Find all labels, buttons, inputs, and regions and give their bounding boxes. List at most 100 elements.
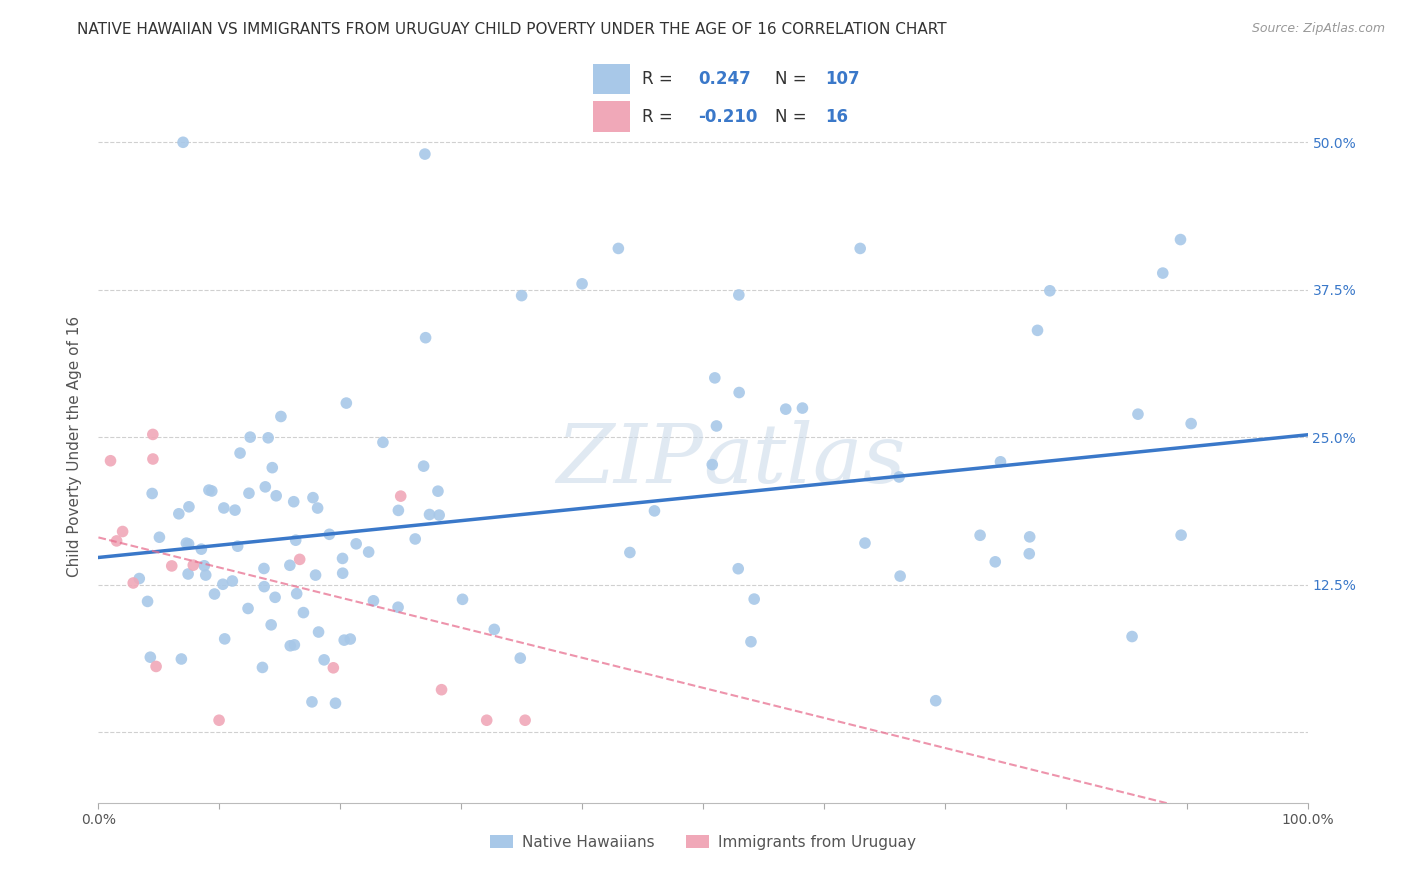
- Point: [475, 713, 498, 727]
- Point: [643, 504, 665, 518]
- Point: [619, 545, 641, 559]
- Point: [288, 552, 311, 566]
- Point: [314, 653, 336, 667]
- Point: [357, 545, 380, 559]
- Text: R =: R =: [643, 70, 673, 87]
- Point: [889, 569, 911, 583]
- Point: [264, 591, 287, 605]
- Point: [254, 480, 277, 494]
- Point: [451, 592, 474, 607]
- Text: ZIP: ZIP: [557, 420, 703, 500]
- Point: [139, 650, 162, 665]
- Point: [742, 592, 765, 607]
- Point: [387, 600, 409, 615]
- Point: [849, 242, 872, 256]
- Point: [194, 568, 217, 582]
- Point: [167, 507, 190, 521]
- Point: [307, 501, 329, 516]
- Point: [853, 536, 876, 550]
- Point: [607, 242, 630, 256]
- Point: [304, 568, 326, 582]
- Point: [484, 623, 506, 637]
- Point: [100, 454, 122, 468]
- Point: [284, 533, 307, 548]
- Point: [1170, 233, 1192, 247]
- Point: [984, 555, 1007, 569]
- Point: [1121, 630, 1143, 644]
- Point: [252, 660, 274, 674]
- Point: [270, 409, 292, 424]
- Point: [427, 508, 450, 522]
- Point: [1126, 407, 1149, 421]
- Point: [198, 483, 221, 497]
- Point: [204, 587, 226, 601]
- Point: [260, 618, 283, 632]
- Point: [236, 601, 259, 615]
- Text: Source: ZipAtlas.com: Source: ZipAtlas.com: [1251, 22, 1385, 36]
- Point: [253, 580, 276, 594]
- Point: [170, 652, 193, 666]
- Point: [257, 431, 280, 445]
- Point: [253, 561, 276, 575]
- Point: [702, 458, 724, 472]
- Point: [415, 331, 437, 345]
- Point: [172, 136, 194, 150]
- Point: [145, 659, 167, 673]
- Point: [221, 574, 243, 588]
- Point: [302, 491, 325, 505]
- Text: N =: N =: [775, 108, 807, 126]
- Point: [285, 587, 308, 601]
- Point: [509, 651, 531, 665]
- Point: [193, 558, 215, 573]
- Point: [136, 594, 159, 608]
- Point: [426, 484, 449, 499]
- Point: [1170, 528, 1192, 542]
- Y-axis label: Child Poverty Under the Age of 16: Child Poverty Under the Age of 16: [67, 316, 83, 576]
- Point: [925, 694, 948, 708]
- Point: [318, 527, 340, 541]
- Point: [201, 483, 224, 498]
- Point: [278, 639, 301, 653]
- Point: [122, 576, 145, 591]
- Point: [190, 542, 212, 557]
- Point: [208, 713, 231, 727]
- Point: [703, 371, 725, 385]
- Text: R =: R =: [643, 108, 673, 126]
- Point: [332, 566, 354, 581]
- Point: [430, 682, 453, 697]
- Point: [278, 558, 301, 573]
- Point: [990, 455, 1012, 469]
- Point: [740, 634, 762, 648]
- Text: NATIVE HAWAIIAN VS IMMIGRANTS FROM URUGUAY CHILD POVERTY UNDER THE AGE OF 16 COR: NATIVE HAWAIIAN VS IMMIGRANTS FROM URUGU…: [77, 22, 948, 37]
- Point: [141, 486, 163, 500]
- Point: [292, 606, 315, 620]
- Point: [128, 572, 150, 586]
- Point: [177, 500, 200, 514]
- Point: [224, 503, 246, 517]
- Text: -0.210: -0.210: [697, 108, 758, 126]
- Text: 0.247: 0.247: [697, 70, 751, 87]
- Point: [363, 594, 385, 608]
- Point: [413, 147, 436, 161]
- Point: [727, 288, 749, 302]
- Point: [181, 558, 204, 573]
- Point: [404, 532, 426, 546]
- Point: [1039, 284, 1062, 298]
- Point: [148, 530, 170, 544]
- Text: 16: 16: [825, 108, 848, 126]
- Point: [212, 500, 235, 515]
- Point: [510, 288, 533, 302]
- Point: [412, 459, 434, 474]
- Point: [142, 427, 165, 442]
- Point: [571, 277, 593, 291]
- Point: [387, 503, 409, 517]
- Point: [513, 713, 536, 727]
- Legend: Native Hawaiians, Immigrants from Uruguay: Native Hawaiians, Immigrants from Urugua…: [484, 829, 922, 855]
- Point: [1018, 530, 1040, 544]
- Point: [775, 402, 797, 417]
- Point: [239, 430, 262, 444]
- Point: [1152, 266, 1174, 280]
- Text: 107: 107: [825, 70, 859, 87]
- Point: [335, 396, 357, 410]
- Point: [1180, 417, 1202, 431]
